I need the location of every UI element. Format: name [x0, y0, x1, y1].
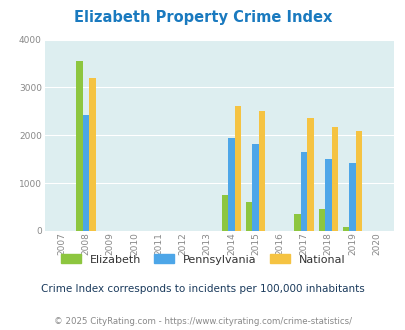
Bar	[82, 115, 89, 231]
Bar	[245, 202, 252, 231]
Bar	[342, 227, 348, 231]
Bar	[228, 138, 234, 231]
Bar	[355, 130, 362, 231]
Bar	[89, 78, 96, 231]
Bar	[221, 195, 228, 231]
Text: Elizabeth Property Crime Index: Elizabeth Property Crime Index	[74, 10, 331, 25]
Bar	[294, 214, 300, 231]
Bar	[252, 144, 258, 231]
Bar	[300, 152, 307, 231]
Bar	[234, 106, 241, 231]
Bar	[348, 163, 355, 231]
Bar	[324, 159, 331, 231]
Bar	[76, 61, 82, 231]
Bar	[258, 111, 265, 231]
Legend: Elizabeth, Pennsylvania, National: Elizabeth, Pennsylvania, National	[56, 250, 349, 269]
Bar	[318, 209, 324, 231]
Bar	[331, 127, 337, 231]
Bar	[307, 117, 313, 231]
Text: © 2025 CityRating.com - https://www.cityrating.com/crime-statistics/: © 2025 CityRating.com - https://www.city…	[54, 317, 351, 326]
Text: Crime Index corresponds to incidents per 100,000 inhabitants: Crime Index corresponds to incidents per…	[41, 284, 364, 294]
